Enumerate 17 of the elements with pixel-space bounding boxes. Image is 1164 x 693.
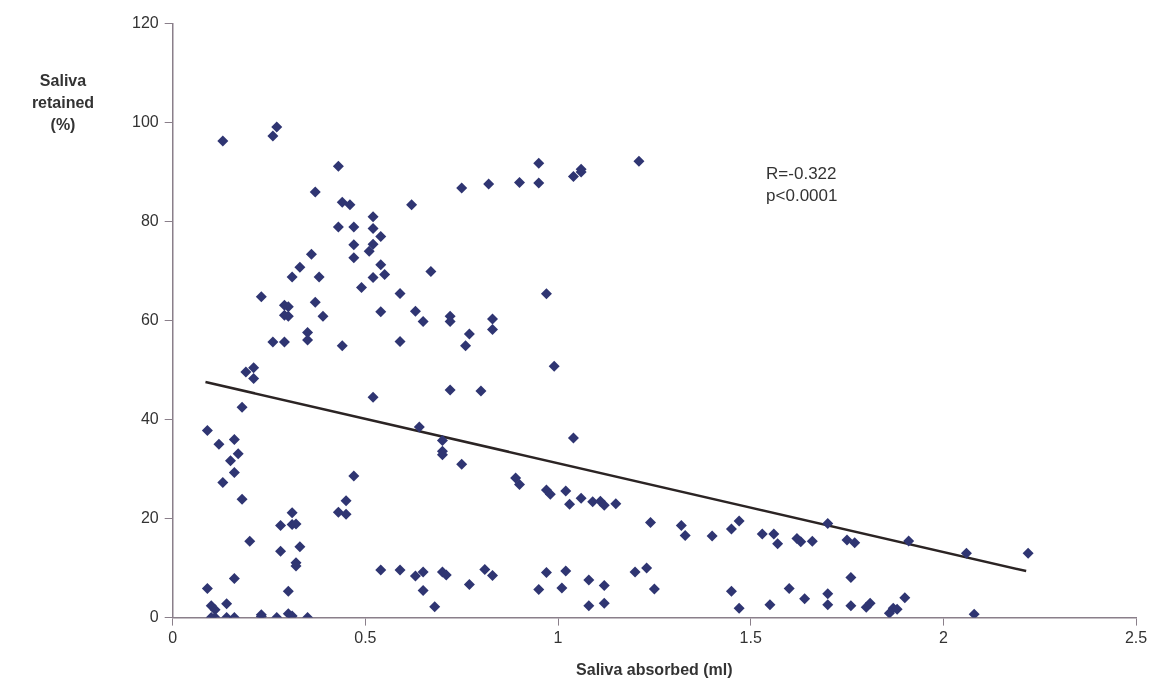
x-tick-label: 2 xyxy=(938,628,948,646)
y-tick-label: 60 xyxy=(140,311,159,329)
annotation: p<0.0001 xyxy=(766,185,838,205)
x-tick-label: 0.5 xyxy=(354,628,377,646)
y-tick-label: 80 xyxy=(140,212,159,230)
y-tick-label: 40 xyxy=(140,410,159,428)
y-tick-label: 100 xyxy=(131,113,159,131)
y-tick-label: 120 xyxy=(131,14,159,32)
x-tick-label: 2.5 xyxy=(1124,628,1148,646)
x-tick-label: 1 xyxy=(553,628,563,646)
annotation: R=-0.322 xyxy=(766,163,837,183)
x-tick-label: 1.5 xyxy=(739,628,762,646)
y-tick-label: 0 xyxy=(149,608,159,626)
y-tick-label: 20 xyxy=(140,509,159,527)
x-tick-label: 0 xyxy=(168,628,178,646)
y-axis-title: Saliva retained (%) xyxy=(30,71,96,135)
x-axis-title: Saliva absorbed (ml) xyxy=(576,660,733,678)
